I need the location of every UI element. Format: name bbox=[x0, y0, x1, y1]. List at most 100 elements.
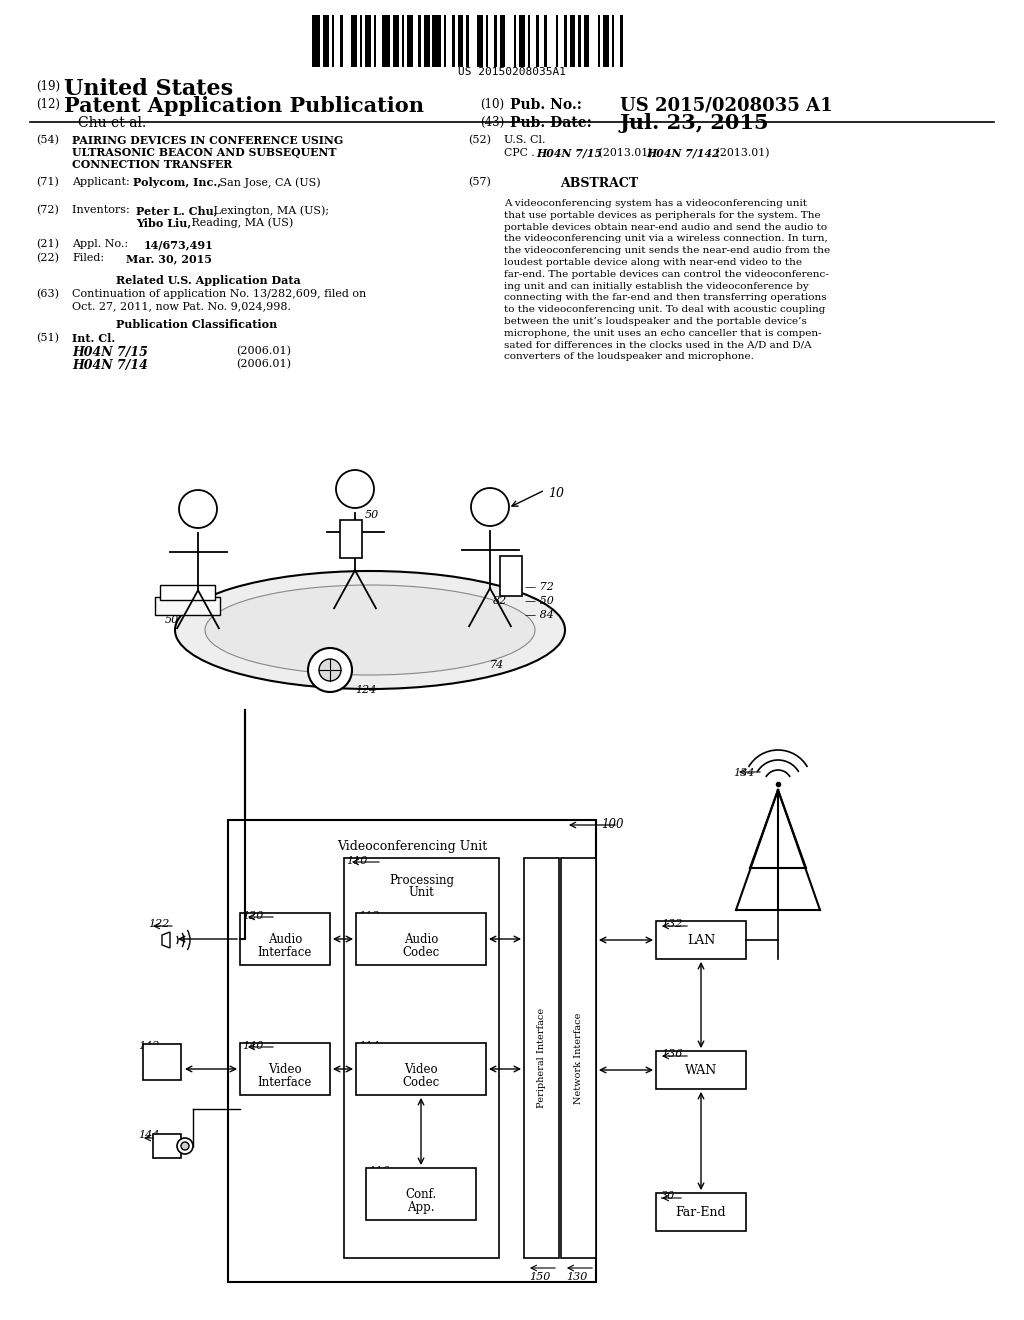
Text: Inventors:: Inventors: bbox=[72, 205, 133, 215]
Bar bbox=[240, 913, 330, 965]
FancyBboxPatch shape bbox=[160, 585, 215, 601]
Bar bbox=[366, 15, 371, 67]
Bar bbox=[477, 15, 482, 67]
Text: Polycom, Inc.,: Polycom, Inc., bbox=[133, 177, 221, 187]
Bar bbox=[564, 15, 567, 67]
Bar bbox=[578, 15, 581, 67]
Bar bbox=[561, 858, 596, 1258]
Text: H04N 7/15: H04N 7/15 bbox=[72, 346, 147, 359]
Text: (21): (21) bbox=[36, 239, 59, 249]
Text: H04N 7/142: H04N 7/142 bbox=[646, 148, 720, 158]
Text: H04N 7/15: H04N 7/15 bbox=[536, 148, 602, 158]
Text: Video: Video bbox=[268, 1063, 302, 1076]
Text: Lexington, MA (US);: Lexington, MA (US); bbox=[210, 205, 329, 215]
Text: the videoconferencing unit via a wireless connection. In turn,: the videoconferencing unit via a wireles… bbox=[504, 235, 827, 243]
Text: (2006.01): (2006.01) bbox=[236, 359, 291, 370]
Text: Publication Classification: Publication Classification bbox=[116, 319, 278, 330]
Bar bbox=[536, 15, 539, 67]
Text: Unit: Unit bbox=[409, 886, 434, 899]
Bar bbox=[514, 15, 516, 67]
Text: US 2015/0208035 A1: US 2015/0208035 A1 bbox=[620, 96, 833, 114]
Text: (52): (52) bbox=[468, 135, 490, 145]
Text: (57): (57) bbox=[468, 177, 490, 187]
Bar bbox=[351, 15, 356, 67]
Text: 140: 140 bbox=[242, 1041, 263, 1051]
Text: Codec: Codec bbox=[402, 1076, 439, 1089]
Bar bbox=[603, 15, 609, 67]
Text: 14/673,491: 14/673,491 bbox=[144, 239, 214, 249]
Bar bbox=[524, 858, 559, 1258]
Text: Mar. 30, 2015: Mar. 30, 2015 bbox=[126, 253, 212, 264]
Text: that use portable devices as peripherals for the system. The: that use portable devices as peripherals… bbox=[504, 211, 820, 220]
Text: (2006.01): (2006.01) bbox=[236, 346, 291, 356]
Text: 144: 144 bbox=[138, 1130, 160, 1140]
Text: 130: 130 bbox=[566, 1272, 588, 1282]
FancyBboxPatch shape bbox=[155, 597, 220, 615]
Text: (22): (22) bbox=[36, 253, 59, 263]
Circle shape bbox=[471, 488, 509, 525]
Bar bbox=[356, 913, 486, 965]
Text: (63): (63) bbox=[36, 289, 59, 300]
Text: (12): (12) bbox=[36, 98, 60, 111]
Bar bbox=[432, 15, 440, 67]
Bar bbox=[656, 1051, 746, 1089]
Text: Applicant:: Applicant: bbox=[72, 177, 133, 187]
Text: 50: 50 bbox=[365, 510, 379, 520]
Text: Int. Cl.: Int. Cl. bbox=[72, 333, 116, 345]
Text: Yibo Liu,: Yibo Liu, bbox=[136, 216, 191, 228]
Bar bbox=[494, 15, 497, 67]
Text: 30: 30 bbox=[662, 1191, 675, 1201]
Text: Continuation of application No. 13/282,609, filed on: Continuation of application No. 13/282,6… bbox=[72, 289, 367, 300]
Bar bbox=[393, 15, 398, 67]
Text: PAIRING DEVICES IN CONFERENCE USING: PAIRING DEVICES IN CONFERENCE USING bbox=[72, 135, 343, 147]
Text: 116: 116 bbox=[368, 1166, 389, 1176]
Text: Peter L. Chu,: Peter L. Chu, bbox=[136, 205, 218, 216]
Text: Interface: Interface bbox=[258, 1076, 312, 1089]
Text: Videoconferencing Unit: Videoconferencing Unit bbox=[337, 840, 487, 853]
Text: Audio: Audio bbox=[268, 933, 302, 946]
FancyBboxPatch shape bbox=[340, 520, 362, 558]
Text: 100: 100 bbox=[601, 818, 624, 832]
Bar bbox=[359, 15, 362, 67]
Bar bbox=[401, 15, 404, 67]
Bar bbox=[312, 15, 321, 67]
Text: CPC .: CPC . bbox=[504, 148, 542, 158]
Circle shape bbox=[177, 1138, 193, 1154]
Text: 122: 122 bbox=[148, 919, 169, 929]
Text: H04N 7/14: H04N 7/14 bbox=[72, 359, 147, 372]
Text: 120: 120 bbox=[242, 911, 263, 921]
Bar bbox=[240, 1043, 330, 1096]
Text: microphone, the unit uses an echo canceller that is compen-: microphone, the unit uses an echo cancel… bbox=[504, 329, 821, 338]
Bar bbox=[466, 15, 469, 67]
Bar bbox=[424, 15, 430, 67]
Circle shape bbox=[181, 1142, 189, 1150]
Bar bbox=[452, 15, 455, 67]
Bar bbox=[324, 15, 329, 67]
Text: 132: 132 bbox=[662, 919, 682, 929]
Bar bbox=[374, 15, 377, 67]
Text: Video: Video bbox=[404, 1063, 438, 1076]
Bar bbox=[519, 15, 525, 67]
Polygon shape bbox=[162, 932, 170, 948]
Circle shape bbox=[319, 659, 341, 681]
FancyBboxPatch shape bbox=[500, 556, 522, 597]
Text: Filed:: Filed: bbox=[72, 253, 104, 263]
Bar bbox=[656, 1193, 746, 1232]
Text: Conf.: Conf. bbox=[406, 1188, 436, 1201]
Text: Reading, MA (US): Reading, MA (US) bbox=[188, 216, 293, 227]
Bar bbox=[458, 15, 463, 67]
Bar bbox=[228, 820, 596, 1282]
FancyBboxPatch shape bbox=[143, 1044, 181, 1080]
Text: 110: 110 bbox=[346, 855, 368, 866]
Text: far-end. The portable devices can control the videoconferenc-: far-end. The portable devices can contro… bbox=[504, 269, 828, 279]
Bar bbox=[545, 15, 547, 67]
Text: U.S. Cl.: U.S. Cl. bbox=[504, 135, 546, 145]
Text: 74: 74 bbox=[490, 660, 504, 671]
Text: (43): (43) bbox=[480, 116, 504, 129]
Bar bbox=[443, 15, 446, 67]
Text: — 84: — 84 bbox=[525, 610, 554, 620]
Text: 124: 124 bbox=[355, 685, 377, 696]
Bar bbox=[556, 15, 558, 67]
Text: A videoconferencing system has a videoconferencing unit: A videoconferencing system has a videoco… bbox=[504, 199, 807, 209]
Text: (72): (72) bbox=[36, 205, 58, 215]
